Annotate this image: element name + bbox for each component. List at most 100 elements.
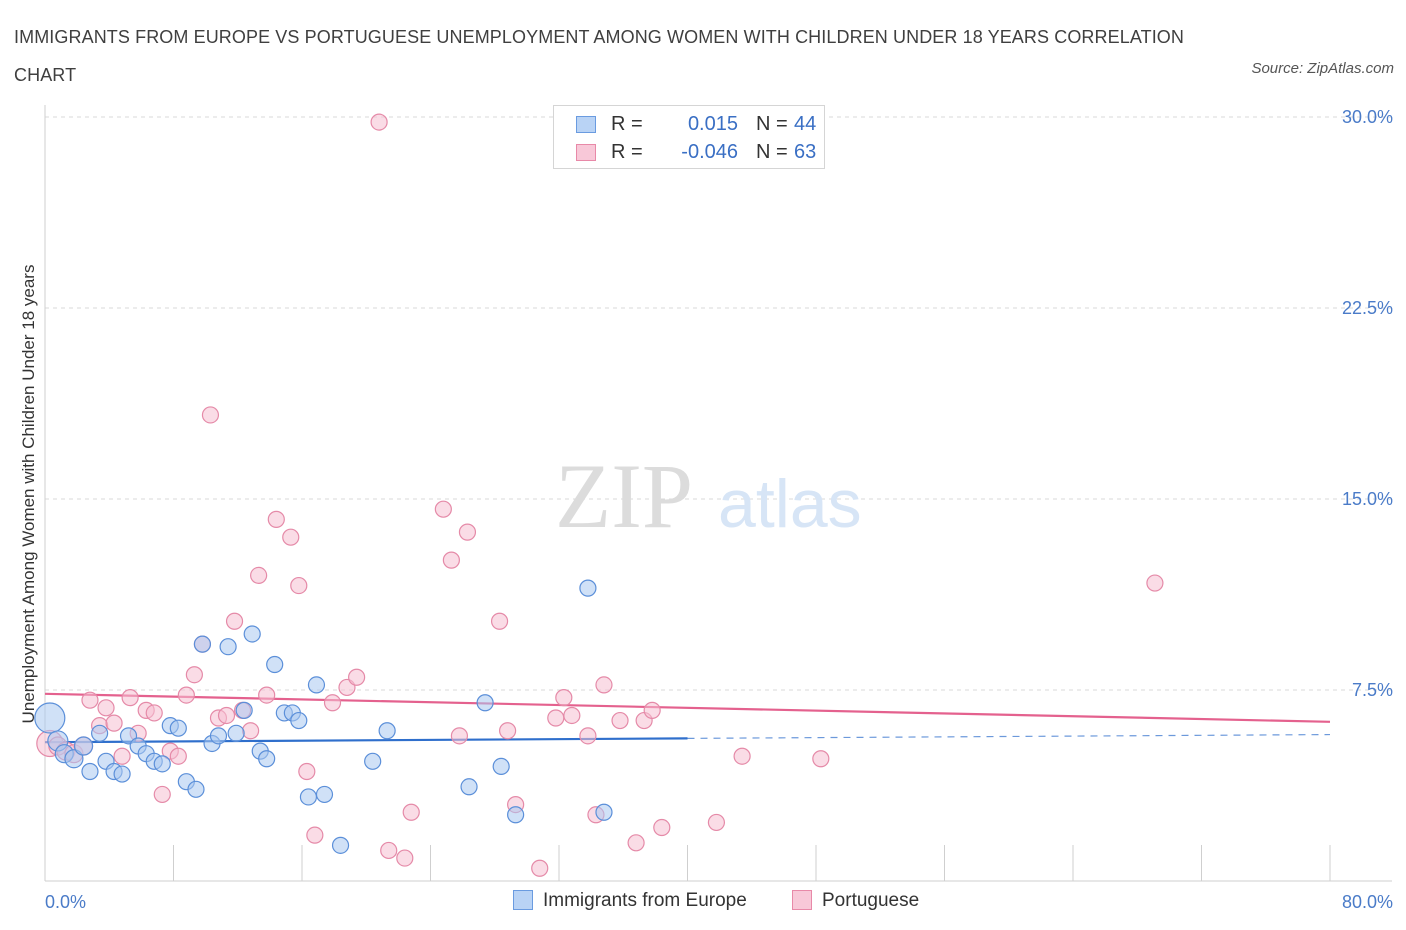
data-point-portuguese [282,528,300,546]
data-point-immigrants [492,757,510,776]
data-point-portuguese [627,834,645,852]
data-point-portuguese [370,113,388,131]
data-point-portuguese [306,826,324,844]
legend-n-value: 63 [794,141,817,163]
data-point-portuguese [643,701,661,719]
legend-swatch-blue [576,116,596,133]
watermark-zip: ZIP [555,445,693,547]
legend-r-value: 0.015 [687,113,738,135]
data-point-portuguese [105,714,123,732]
data-point-portuguese [547,709,565,727]
grid [45,116,1392,691]
data-point-immigrants [258,750,276,768]
data-point-portuguese [396,849,414,867]
y-tick-label: 22.5% [1342,298,1393,318]
data-point-portuguese [242,722,260,740]
chart-title: IMMIGRANTS FROM EUROPE VS PORTUGUESE UNE… [14,27,1185,85]
data-point-portuguese [595,676,613,694]
legend-item-portuguese: Portuguese [792,890,919,912]
data-point-portuguese [217,706,236,725]
y-tick-label: 15.0% [1342,489,1393,509]
stats-legend: R = 0.015 N = 44 R = -0.046 N = 63 [553,105,825,169]
data-point-portuguese [298,762,316,781]
data-point-immigrants [299,788,318,806]
data-point-portuguese [499,722,517,740]
data-point-immigrants [91,724,109,742]
data-point-portuguese [579,727,597,745]
y-tick-label: 30.0% [1342,107,1393,127]
data-point-portuguese [113,747,131,765]
data-point-portuguese [250,566,268,585]
legend-n-value: 44 [794,113,817,135]
data-point-immigrants [476,694,494,712]
data-point-immigrants [153,755,171,773]
data-point-portuguese [450,727,469,745]
source-label: Source: ZipAtlas.com [1251,60,1394,77]
data-point-portuguese [81,691,99,709]
data-point-immigrants [235,701,253,719]
data-point-immigrants [227,724,245,742]
data-point-immigrants [219,638,237,656]
data-point-immigrants [579,579,597,597]
trend-line-immigrants-extension [687,733,1331,739]
legend-r-label: R = [611,113,643,135]
data-point-portuguese [290,576,308,595]
data-point-portuguese [225,612,244,630]
data-point-portuguese [169,747,187,765]
data-point-portuguese [185,666,203,684]
data-point-immigrants [290,711,308,730]
data-point-immigrants [243,625,261,643]
x-tick-min: 0.0% [45,892,86,912]
data-point-immigrants [73,736,94,756]
data-point-immigrants [460,778,478,796]
data-point-portuguese [348,668,366,686]
data-point-portuguese [121,689,139,707]
data-point-portuguese [611,711,629,730]
data-point-portuguese [563,706,581,725]
data-point-immigrants [209,727,228,745]
watermark: ZIP atlas [555,445,862,547]
y-tick-label: 7.5% [1352,680,1393,700]
data-point-portuguese [1146,574,1164,592]
data-point-immigrants [34,702,66,734]
data-point-portuguese [733,747,751,765]
data-point-portuguese [812,750,830,768]
data-point-immigrants [187,780,205,798]
data-point-immigrants [378,722,396,740]
data-point-portuguese [201,406,220,424]
data-point-portuguese [153,785,171,804]
data-point-portuguese [434,500,452,518]
data-point-immigrants [266,655,284,674]
legend-swatch-pink [576,144,596,161]
data-point-immigrants [307,676,326,694]
data-point-portuguese [380,841,398,860]
data-point-immigrants [64,749,84,769]
data-point-immigrants [193,635,212,653]
legend-label: Portuguese [822,890,920,911]
data-point-immigrants [315,785,334,804]
x-tick-max: 80.0% [1342,892,1393,912]
legend-r-value: -0.046 [681,141,738,163]
data-point-portuguese [145,704,163,722]
legend-r-label: R = [611,141,643,163]
data-point-portuguese [490,612,509,630]
data-point-immigrants [507,806,525,824]
legend-label: Immigrants from Europe [543,890,747,911]
data-point-immigrants [113,765,131,783]
y-axis-label: Unemployment Among Women with Children U… [19,265,38,724]
data-point-portuguese [458,523,477,541]
data-point-portuguese [323,694,342,712]
legend-swatch-pink [792,890,812,910]
data-point-portuguese [653,818,671,837]
data-point-immigrants [169,719,187,737]
data-point-portuguese [97,699,115,717]
watermark-atlas: atlas [718,466,862,542]
data-point-immigrants [595,803,613,821]
data-point-portuguese [267,510,285,528]
data-point-portuguese [258,686,276,704]
data-point-portuguese [402,803,420,821]
legend-item-immigrants: Immigrants from Europe [513,890,747,912]
data-point-immigrants [81,762,99,781]
data-point-portuguese [531,859,549,877]
